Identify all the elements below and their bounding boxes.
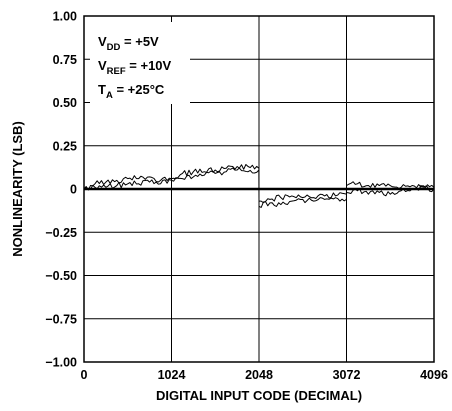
x-tick-label: 2048 <box>245 368 273 382</box>
y-tick-label: −0.50 <box>45 269 77 283</box>
test-conditions: VDD = +5V VREF = +10V TA = +25°C <box>90 22 190 104</box>
x-tick-label: 0 <box>81 368 88 382</box>
x-tick-label: 3072 <box>333 368 361 382</box>
conditions-background <box>90 22 190 104</box>
y-tick-label: −1.00 <box>45 356 77 370</box>
series-line-2 <box>83 167 435 208</box>
y-tick-label: 0.75 <box>53 53 77 67</box>
y-tick-label: −0.25 <box>45 226 77 240</box>
x-tick-label: 1024 <box>158 368 186 382</box>
y-tick-label: 0.50 <box>53 96 77 110</box>
y-tick-label: 0 <box>70 183 77 197</box>
x-axis-label: DIGITAL INPUT CODE (DECIMAL) <box>156 388 362 403</box>
y-tick-labels: 1.00 0.75 0.50 0.25 0 −0.25 −0.50 −0.75 −1.00 <box>45 10 77 370</box>
y-tick-label: −0.75 <box>45 312 77 326</box>
x-tick-label: 4096 <box>420 368 448 382</box>
series-layer <box>83 164 435 208</box>
condition-2: VREF = +10V <box>98 58 172 77</box>
x-tick-labels: 0 1024 2048 3072 4096 <box>81 368 448 382</box>
y-tick-label: 0.25 <box>53 139 77 153</box>
condition-3: TA = +25°C <box>98 82 165 101</box>
y-tick-label: 1.00 <box>53 10 77 24</box>
condition-1: VDD = +5V <box>98 34 159 53</box>
y-axis-label: NONLINEARITY (LSB) <box>10 121 25 257</box>
